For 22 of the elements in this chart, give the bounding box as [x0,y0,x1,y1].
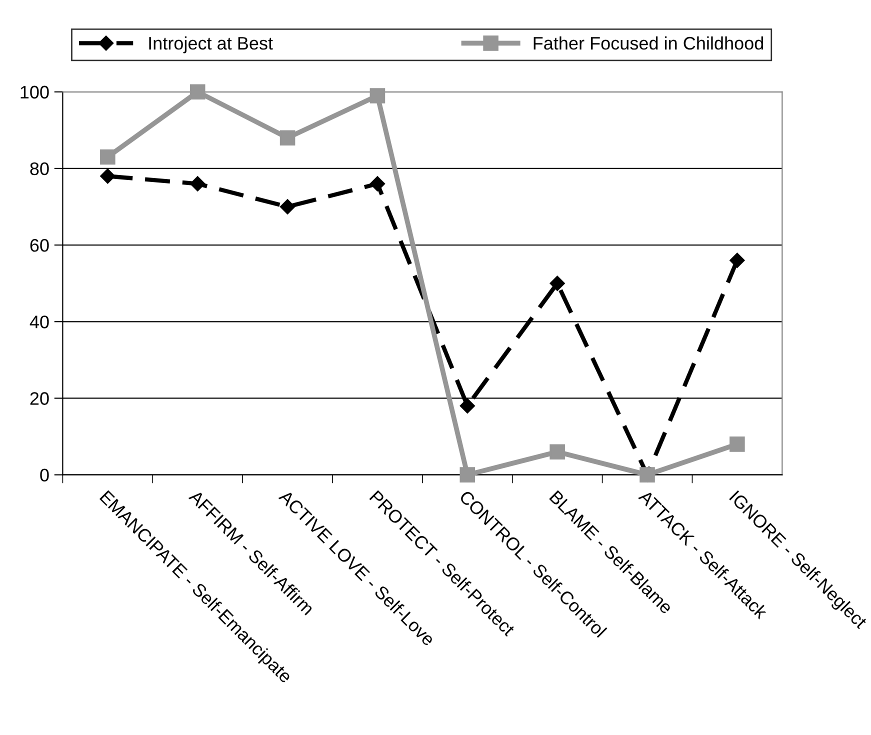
point [190,176,206,192]
point [280,199,296,214]
point [370,88,386,104]
legend-label: Introject at Best [149,36,273,54]
point [730,252,745,268]
y-tick-label: 0 [40,468,49,482]
legend-label: Father Focused in Childhood [534,36,764,50]
point [100,168,116,184]
point [370,176,386,192]
point [550,276,565,291]
y-tick-label: 40 [30,316,49,328]
point [460,467,476,482]
y-tick-label: 20 [30,392,49,405]
point [280,130,296,146]
y-tick-label: 80 [30,162,49,176]
point [190,84,206,100]
y-tick-label: 60 [30,238,49,252]
y-tick-label: 100 [20,86,49,99]
point [550,444,565,460]
point [460,398,475,414]
point [100,149,116,165]
point [730,436,745,452]
